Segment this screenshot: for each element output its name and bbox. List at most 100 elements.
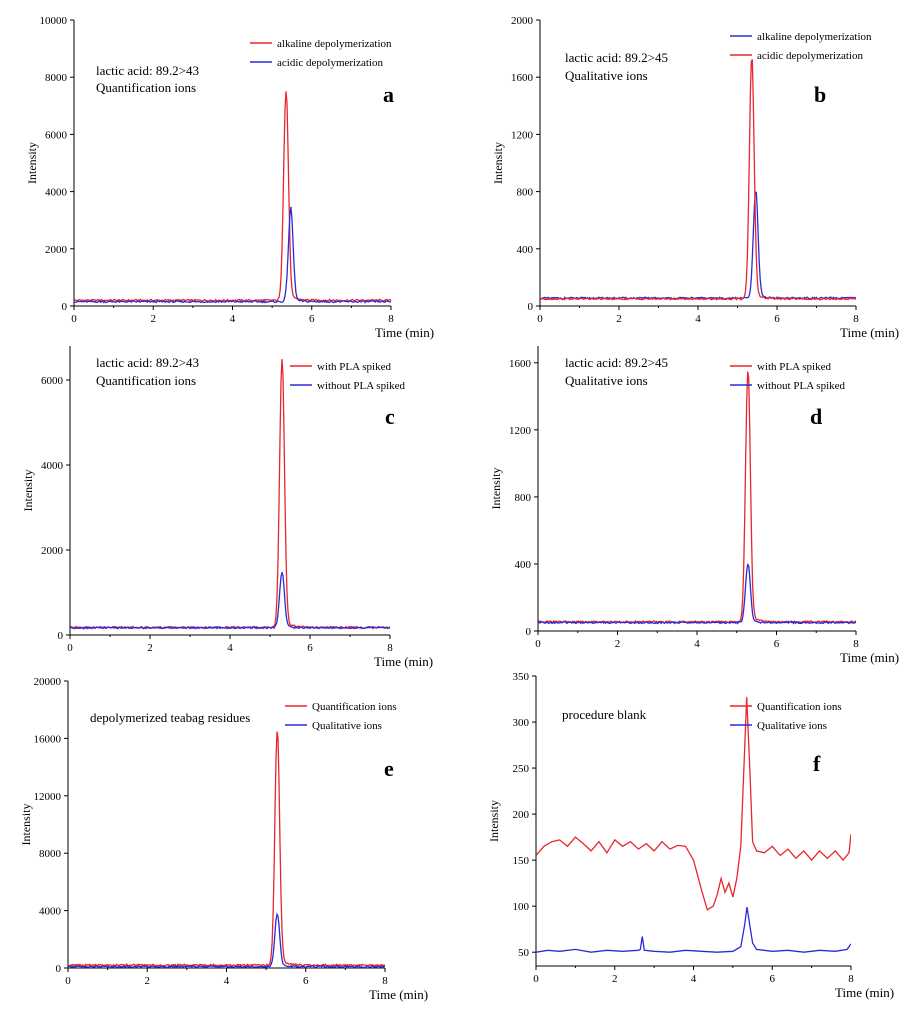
y-axis-title: Intensity [19, 804, 33, 846]
x-tick-label: 6 [303, 975, 309, 987]
y-tick-label: 1200 [509, 425, 532, 437]
series-line-qualitative-ions [536, 907, 851, 953]
y-tick-label: 20000 [34, 676, 62, 688]
x-tick-label: 2 [147, 642, 153, 654]
y-tick-label: 400 [517, 244, 534, 256]
y-tick-label: 6000 [45, 129, 68, 141]
x-tick-label: 8 [382, 975, 388, 987]
x-tick-label: 2 [145, 975, 151, 987]
panel-annotation-sub: Quantification ions [96, 80, 196, 95]
legend-label: with PLA spiked [757, 361, 831, 373]
x-tick-label: 8 [388, 313, 394, 325]
x-tick-label: 0 [67, 642, 73, 654]
y-tick-label: 400 [515, 559, 532, 571]
y-tick-label: 12000 [34, 791, 62, 803]
y-tick-label: 350 [513, 671, 530, 683]
panel-annotation: lactic acid: 89.2>43 [96, 355, 199, 370]
x-axis-title: Time (min) [369, 987, 428, 1002]
panel-annotation: lactic acid: 89.2>45 [565, 355, 668, 370]
x-axis-title: Time (min) [840, 325, 899, 340]
y-tick-label: 200 [513, 809, 530, 821]
panel-letter: d [810, 404, 822, 429]
x-tick-label: 6 [774, 638, 780, 650]
series-line-with-pla-spiked [538, 371, 856, 624]
x-axis-title: Time (min) [840, 650, 899, 665]
y-tick-label: 6000 [41, 375, 64, 387]
y-tick-label: 0 [528, 301, 534, 313]
x-tick-label: 4 [224, 975, 230, 987]
panel-letter: e [384, 756, 394, 781]
legend-label: Quantification ions [312, 701, 397, 713]
panel-annotation: lactic acid: 89.2>45 [565, 50, 668, 65]
legend-label: acidic depolymerization [277, 57, 383, 69]
legend-label: Qualitative ions [312, 720, 382, 732]
x-tick-label: 0 [537, 313, 543, 325]
x-tick-label: 4 [230, 313, 236, 325]
series-line-quantification-ions [68, 731, 385, 968]
series-line-with-pla-spiked [70, 358, 390, 630]
y-tick-label: 10000 [40, 15, 68, 27]
y-tick-label: 150 [513, 855, 530, 867]
y-tick-label: 4000 [45, 187, 68, 199]
x-tick-label: 8 [848, 973, 854, 985]
x-axis-title: Time (min) [835, 985, 894, 1000]
y-axis-title: Intensity [21, 470, 35, 512]
panel-annotation-sub: Quantification ions [96, 373, 196, 388]
x-tick-label: 4 [691, 973, 697, 985]
y-tick-label: 4000 [39, 906, 62, 918]
y-axis-title: Intensity [489, 468, 503, 510]
legend-label: without PLA spiked [317, 380, 406, 392]
panel-letter: b [814, 82, 826, 107]
y-tick-label: 0 [526, 626, 532, 638]
y-tick-label: 250 [513, 763, 530, 775]
legend-label: alkaline depolymerization [757, 31, 872, 43]
x-tick-label: 2 [616, 313, 622, 325]
y-tick-label: 16000 [34, 733, 62, 745]
legend-label: without PLA spiked [757, 380, 846, 392]
chart-panel-f: 0 2 4 6 8 50 100 150 200 250 300 350 Time (min) Inten… [487, 671, 894, 1000]
legend-label: acidic depolymerization [757, 50, 863, 62]
y-tick-label: 0 [56, 963, 62, 975]
panel-annotation: procedure blank [562, 707, 647, 722]
y-tick-label: 50 [518, 947, 530, 959]
chart-panel-b: 0 2 4 6 8 0 400 800 1200 1600 2000 Time (min) Intens… [491, 15, 899, 340]
chart-panel-c: 0 2 4 6 8 0 2000 4000 6000 Time (min) Intensity wit… [21, 346, 433, 669]
panel-letter: f [813, 751, 821, 776]
y-tick-label: 8000 [39, 848, 62, 860]
x-axis-title: Time (min) [375, 325, 434, 340]
y-tick-label: 1600 [509, 358, 532, 370]
x-tick-label: 6 [307, 642, 313, 654]
x-tick-label: 4 [227, 642, 233, 654]
x-tick-label: 0 [535, 638, 541, 650]
y-axis-title: Intensity [491, 142, 505, 184]
chart-panel-e: 0 2 4 6 8 0 4000 8000 12000 16000 20000 Time (min) I… [19, 676, 428, 1002]
panel-annotation: lactic acid: 89.2>43 [96, 63, 199, 78]
x-tick-label: 0 [65, 975, 71, 987]
y-tick-label: 2000 [41, 545, 64, 557]
y-tick-label: 1600 [511, 72, 534, 84]
x-axis-title: Time (min) [374, 654, 433, 669]
x-tick-label: 4 [695, 313, 701, 325]
x-tick-label: 6 [774, 313, 780, 325]
panel-annotation-sub: Qualitative ions [565, 68, 648, 83]
y-tick-label: 300 [513, 717, 530, 729]
y-tick-label: 0 [62, 301, 68, 313]
y-tick-label: 100 [513, 901, 530, 913]
x-tick-label: 2 [612, 973, 618, 985]
y-tick-label: 0 [58, 630, 64, 642]
series-line-without-pla-spiked [538, 563, 856, 625]
series-line-acidic-depolymerization [74, 206, 391, 304]
y-tick-label: 800 [515, 492, 532, 504]
x-tick-label: 4 [694, 638, 700, 650]
series-line-acidic-depolymerization [540, 59, 856, 301]
x-tick-label: 0 [71, 313, 77, 325]
legend-label: Quantification ions [757, 701, 842, 713]
x-tick-label: 6 [770, 973, 776, 985]
x-tick-label: 2 [151, 313, 157, 325]
chart-panel-a: 0 2 4 6 8 0 2000 4000 6000 8000 10000 Time (min) Int… [25, 15, 434, 340]
legend-label: alkaline depolymerization [277, 38, 392, 50]
y-axis-title: Intensity [487, 800, 501, 842]
x-tick-label: 8 [853, 638, 859, 650]
panel-letter: c [385, 404, 395, 429]
